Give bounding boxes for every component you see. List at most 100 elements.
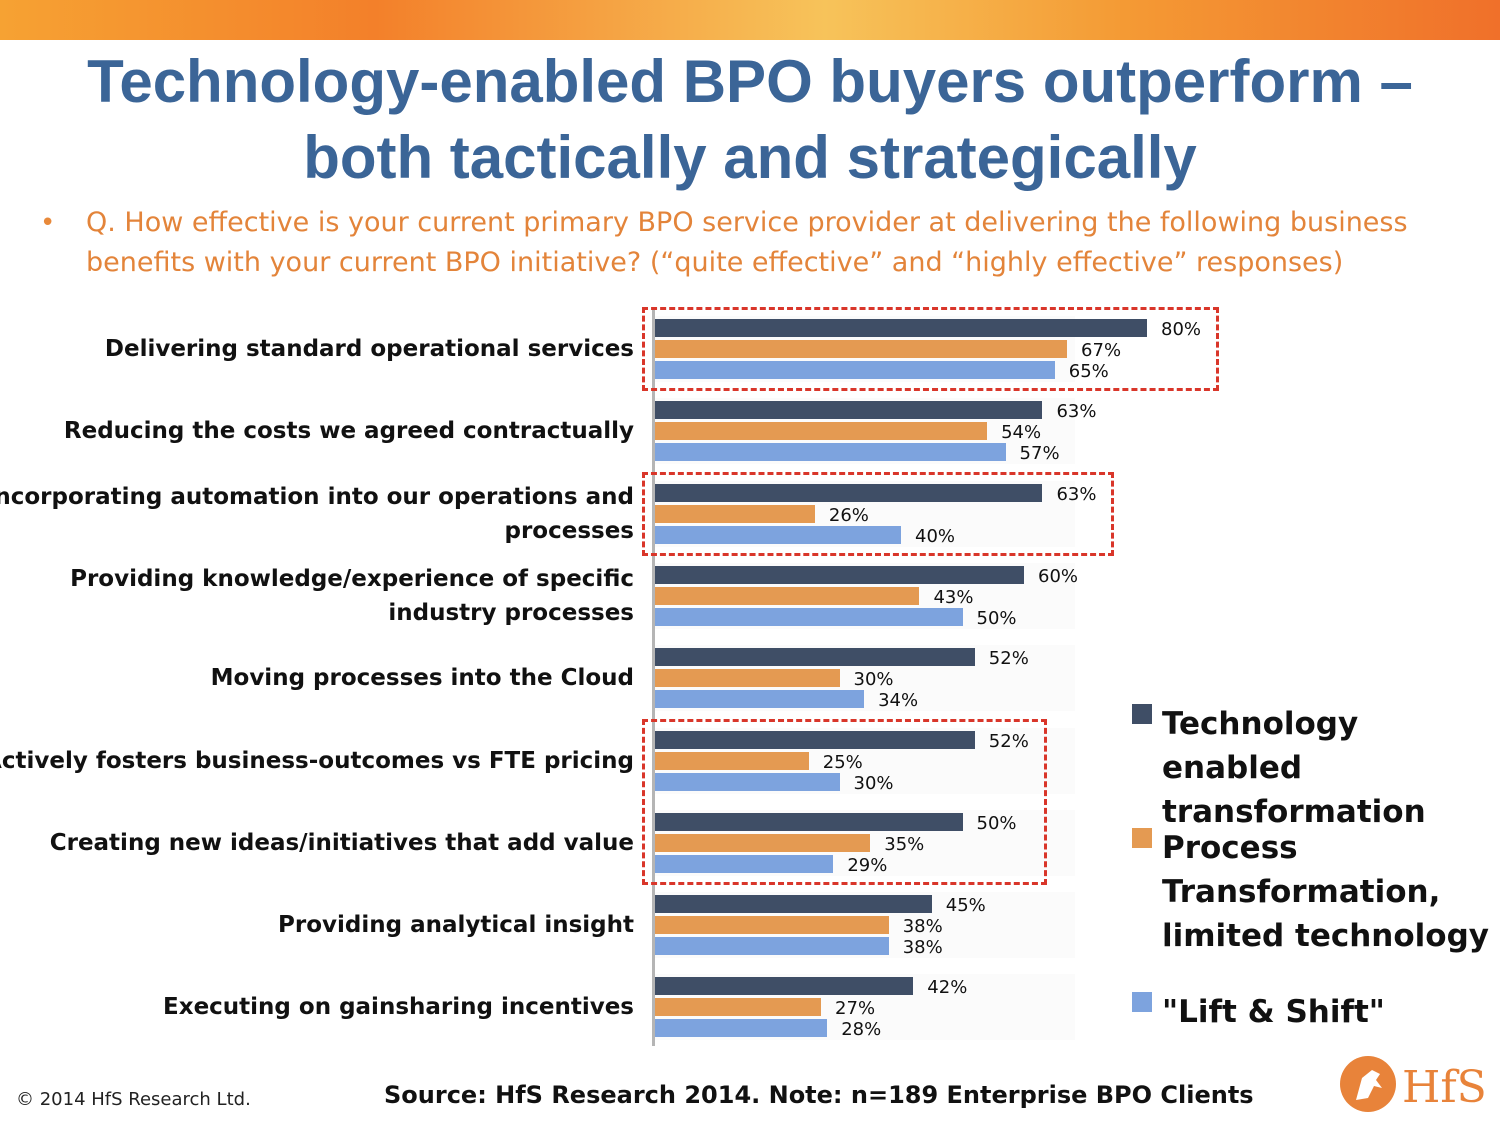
category-label-line: Actively fosters business-outcomes vs FT… [0,747,634,774]
bar-lift [655,772,840,791]
bar-tech [655,730,975,749]
category-label: Delivering standard operational services [105,332,634,366]
category-label-line: Delivering standard operational services [104,336,634,362]
bar-tech [655,895,932,914]
bar-tech [655,401,1043,420]
data-label: 45% [945,895,986,917]
legend-label: "Lift & Shift" [1162,990,1500,1034]
legend-label-line: Process [1162,830,1298,866]
data-label: 52% [988,648,1029,670]
highlight-box [642,471,1115,556]
data-label: 35% [884,833,925,855]
data-label: 57% [1019,443,1060,465]
data-label: 43% [933,586,974,608]
data-label: 27% [835,998,876,1020]
legend-label: Process Transformation, limited technology [1162,826,1500,958]
data-label: 28% [841,1019,882,1041]
legend-swatch [1132,828,1152,848]
legend-label-line: "Lift & Shift" [1162,994,1385,1030]
top-banner [0,0,1500,40]
category-label: Reducing the costs we agreed contractual… [64,414,634,448]
bar-proc [655,504,815,523]
category-label: Incorporating automation into our operat… [0,480,634,548]
category-label-line: Executing on gainsharing incentives [163,994,634,1021]
bar-proc [655,751,809,770]
bar-tech [655,812,963,831]
bar-tech [655,483,1043,502]
bar-tech [655,319,1147,337]
logo-text: HfS [1402,1062,1487,1113]
data-label: 30% [853,669,894,691]
data-label: 52% [988,730,1029,752]
bar-lift [655,525,901,544]
category-label: Executing on gainsharing incentives [163,990,634,1024]
data-label: 63% [1056,483,1097,505]
bar-lift [655,361,1055,379]
bar-proc [655,669,840,688]
copyright-text: © 2014 HfS Research Ltd. [16,1089,251,1110]
data-label: 80% [1161,319,1202,340]
survey-question: Q. How effective is your current primary… [86,207,1408,278]
category-label-line: Reducing the costs we agreed contractual… [63,418,634,445]
category-label-line: processes [504,517,634,544]
category-label-line: Incorporating automation into our operat… [0,483,634,510]
bullet-icon: • [40,208,56,238]
legend-label-line: Technology enabled [1162,706,1359,786]
legend-label-line: transformation [1162,794,1426,830]
bar-lift [655,937,889,956]
category-label-line: Creating new ideas/initiatives that add … [49,829,634,856]
data-label: 50% [976,812,1017,834]
legend-swatch [1132,704,1152,724]
data-label: 26% [828,504,869,526]
data-label: 60% [1038,565,1079,587]
bar-proc [655,833,871,852]
category-label: Actively fosters business-outcomes vs FT… [0,744,634,778]
legend-label-line: Transformation, [1162,874,1441,910]
bar-lift [655,1019,828,1038]
data-label: 50% [976,607,1017,629]
category-label: Providing analytical insight [278,908,634,942]
highlight-box [642,307,1219,391]
category-label-line: industry processes [388,599,634,626]
source-note: Source: HfS Research 2014. Note: n=189 E… [384,1081,1254,1109]
bar-tech [655,977,914,996]
data-label: 63% [1056,401,1097,423]
bar-lift [655,854,834,873]
category-label-line: Providing knowledge/experience of specif… [70,565,634,592]
data-label: 34% [878,690,919,712]
data-label: 67% [1081,340,1122,361]
bar-lift [655,690,865,709]
category-label: Moving processes into the Cloud [211,661,634,695]
bar-tech [655,648,975,667]
data-label: 54% [1001,422,1042,444]
category-label-line: Providing analytical insight [278,912,634,939]
slide-title: Technology-enabled BPO buyers outperform… [0,44,1500,196]
bar-tech [655,565,1024,584]
hfs-logo: HfS [1340,1056,1487,1113]
category-label: Creating new ideas/initiatives that add … [50,826,634,860]
data-label: 40% [915,525,956,547]
bar-lift [655,443,1006,462]
category-label: Providing knowledge/experience of specif… [70,562,634,630]
bar-proc [655,998,822,1017]
data-label: 29% [847,854,888,876]
y-axis-line [652,308,655,1046]
category-label-line: Moving processes into the Cloud [210,665,634,692]
data-label: 38% [902,916,943,938]
legend-label: Technology enabled transformation [1162,702,1500,834]
bar-proc [655,422,988,441]
bar-proc [655,586,920,605]
title-line-2: both tactically and strategically [303,124,1197,191]
data-label: 65% [1068,361,1109,382]
legend-swatch [1132,992,1152,1012]
bar-lift [655,607,963,626]
highlight-box [642,718,1047,885]
data-label: 42% [927,977,968,999]
data-label: 25% [822,751,863,773]
data-label: 30% [853,772,894,794]
bar-proc [655,916,889,935]
legend-label-line: limited technology [1162,918,1489,954]
data-label: 38% [902,937,943,959]
title-line-1: Technology-enabled BPO buyers outperform… [87,48,1413,115]
bar-proc [655,340,1068,358]
